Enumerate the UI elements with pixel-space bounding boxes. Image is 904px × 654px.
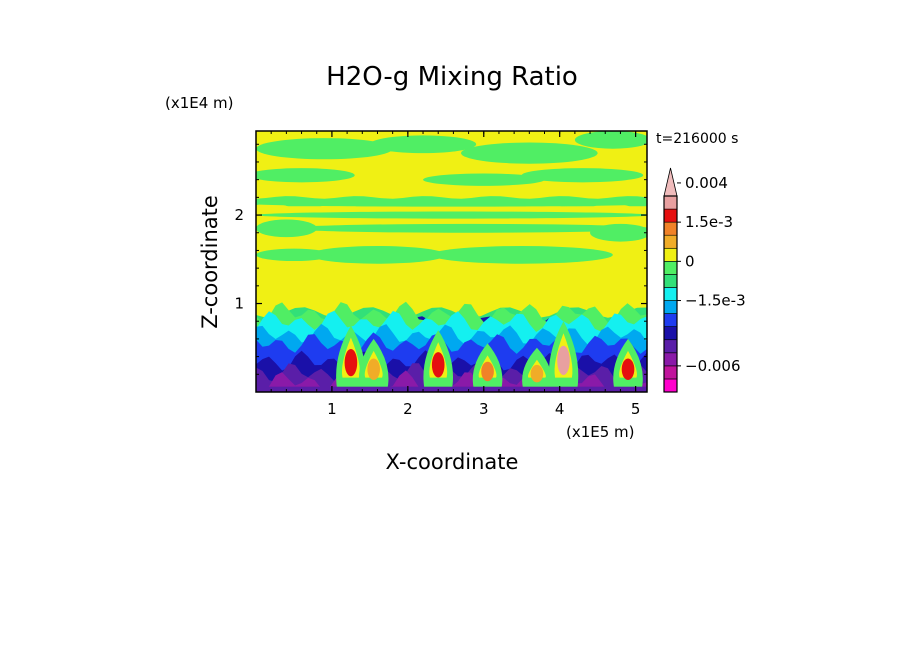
plume-core [367, 358, 380, 380]
surface-layer [256, 386, 647, 392]
colorbar-segment [663, 274, 678, 288]
colorbar-segment [663, 326, 678, 341]
y-scale-label: (x1E4 m) [165, 94, 234, 112]
chart-title: H2O-g Mixing Ratio [326, 62, 578, 92]
contour-bands [256, 131, 647, 392]
plume-core [431, 352, 445, 378]
colorbar-label: 0.004 [685, 174, 728, 192]
contour-plumes [256, 321, 647, 392]
plume-core [621, 358, 635, 380]
contour-patch [430, 246, 613, 264]
colorbar-segment [663, 287, 678, 301]
colorbar-extension [663, 167, 678, 197]
y-axis: 12 [234, 143, 647, 375]
colorbar-segment [663, 208, 678, 223]
x-tick-label: 2 [403, 400, 413, 418]
contour-patch [460, 142, 598, 164]
x-axis-label: X-coordinate [386, 450, 519, 474]
contour-patch [256, 200, 647, 207]
colorbar-segment [663, 378, 678, 393]
colorbar-segment [663, 352, 678, 367]
x-tick-label: 3 [479, 400, 489, 418]
colorbar-label: 0 [685, 252, 695, 270]
contour-patch [256, 248, 332, 262]
x-tick-label: 1 [327, 400, 337, 418]
plume-core [557, 345, 570, 375]
x-tick-label: 4 [555, 400, 565, 418]
contour-patch [423, 173, 545, 186]
time-label: t=216000 s [656, 131, 738, 147]
colorbar-frame [663, 195, 678, 393]
colorbar-segment [663, 195, 678, 210]
y-tick-label: 2 [234, 206, 244, 224]
plume-core [481, 361, 494, 382]
contour-patch [521, 168, 644, 183]
x-tick-label: 5 [631, 400, 641, 418]
colorbar-label: 1.5e-3 [685, 213, 733, 231]
contour-patch [574, 131, 647, 149]
contour-patch [256, 211, 647, 219]
contour-patch [256, 168, 355, 183]
contour-patch [309, 246, 446, 264]
contour-patch [256, 138, 393, 160]
colorbar-segment [663, 313, 678, 327]
colorbar-segment [663, 300, 678, 314]
contour-patch [286, 223, 647, 233]
colorbar-segment [663, 247, 678, 262]
colorbar [663, 167, 678, 393]
colorbar-labels: 0.004 1.5e-3 0 −1.5e-3 −0.006 [677, 174, 746, 375]
y-tick-label: 1 [234, 295, 244, 313]
colorbar-segment [663, 261, 678, 275]
plume-core [344, 348, 358, 377]
plume-core [530, 364, 544, 383]
colorbar-segment [663, 234, 678, 249]
colorbar-label: −0.006 [685, 357, 741, 375]
colorbar-label: −1.5e-3 [685, 292, 746, 310]
contour-patch [369, 135, 477, 154]
plot-area [256, 131, 647, 392]
x-scale-label: (x1E5 m) [566, 423, 635, 441]
y-axis-label: Z-coordinate [198, 195, 222, 329]
colorbar-segment [663, 221, 678, 236]
x-axis: 1 2 3 4 5 [270, 131, 641, 418]
plot-frame [255, 130, 648, 393]
colorbar-segment [663, 339, 678, 354]
contour-band [256, 269, 647, 313]
colorbar-segment [663, 365, 678, 380]
